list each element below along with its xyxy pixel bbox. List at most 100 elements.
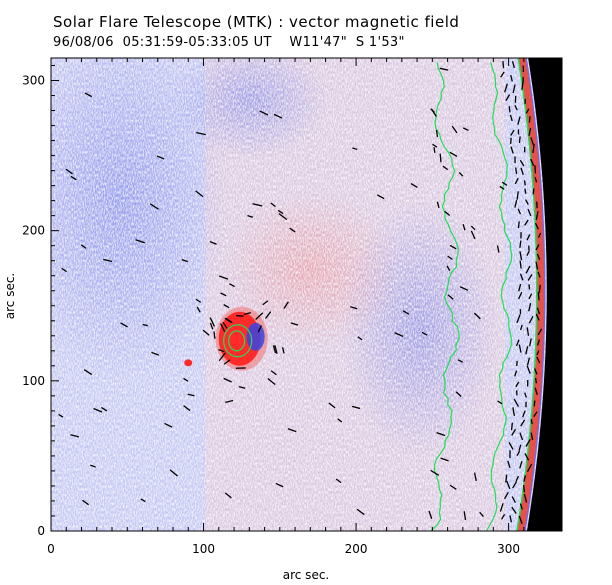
field-vector: [538, 284, 541, 293]
field-vector: [534, 176, 538, 183]
field-vector: [527, 274, 533, 281]
field-vector: [449, 151, 458, 157]
field-vector: [526, 327, 530, 336]
field-vector: [439, 153, 442, 163]
field-vector: [58, 413, 64, 418]
field-vector: [506, 480, 511, 490]
field-vector: [509, 114, 513, 122]
field-vector: [356, 508, 365, 516]
field-vector: [526, 234, 531, 241]
field-vector: [504, 83, 508, 93]
field-vector: [257, 325, 263, 333]
field-vector: [526, 357, 531, 366]
field-vector: [435, 129, 439, 138]
y-axis-label: arc sec.: [3, 273, 17, 319]
field-vector: [463, 511, 467, 521]
field-vector: [270, 370, 277, 376]
field-vector: [500, 71, 505, 78]
field-vector: [103, 258, 113, 263]
field-vector: [82, 499, 89, 506]
noise-texture: [51, 58, 562, 531]
sunspot-contour-outer: [223, 324, 253, 358]
field-vector: [243, 312, 251, 316]
field-vector: [202, 329, 210, 336]
field-vector: [164, 422, 173, 428]
field-vector: [517, 208, 522, 215]
field-vector: [536, 253, 541, 260]
field-vector: [218, 349, 225, 353]
field-vector: [328, 402, 336, 409]
field-vector: [532, 188, 535, 195]
field-vector: [357, 336, 363, 341]
field-vector: [457, 359, 463, 363]
field-vector: [510, 74, 513, 82]
field-vector: [511, 61, 515, 69]
field-vector: [462, 127, 469, 131]
field-vector: [508, 442, 514, 450]
field-vector: [275, 482, 284, 488]
chart-subtitle: 96/08/06 05:31:59-05:33:05 UT W11'47" S …: [53, 35, 405, 50]
field-vector: [519, 273, 524, 281]
field-vector: [497, 400, 503, 405]
field-vector: [533, 400, 536, 407]
field-vector: [524, 392, 527, 398]
field-vector: [535, 244, 540, 251]
field-vector: [135, 239, 146, 244]
field-vector: [511, 506, 517, 514]
x-tick-label: 300: [497, 542, 520, 556]
field-vector: [520, 419, 526, 427]
field-vector: [514, 200, 518, 208]
field-vector: [496, 245, 500, 253]
field-vector: [510, 422, 514, 431]
field-vector: [517, 116, 521, 125]
field-vector: [537, 271, 541, 278]
field-vector: [255, 312, 264, 320]
field-vector: [520, 167, 524, 175]
field-vector: [430, 108, 435, 113]
field-vector: [224, 492, 232, 499]
field-vector: [278, 213, 288, 220]
field-vector: [524, 188, 527, 194]
field-vector: [272, 345, 277, 354]
field-vector: [528, 127, 532, 136]
field-vector: [213, 331, 216, 339]
field-vector: [451, 125, 458, 134]
field-vector: [220, 323, 226, 332]
sunspot-contour-inner: [228, 330, 246, 352]
field-vector: [283, 301, 289, 309]
field-vector: [209, 322, 214, 330]
field-vector: [535, 211, 539, 220]
field-vector: [140, 498, 146, 503]
field-vector: [535, 261, 539, 270]
field-vector: [209, 317, 216, 327]
field-vector: [535, 313, 540, 321]
field-vector: [376, 194, 385, 200]
field-vector: [526, 365, 531, 374]
field-vector: [223, 359, 231, 365]
field-vector: [462, 223, 466, 231]
field-vector: [225, 399, 234, 403]
field-vector: [515, 167, 518, 175]
x-axis-label: arc sec.: [283, 568, 329, 582]
field-vector: [533, 411, 538, 418]
field-vector: [265, 311, 272, 319]
small-positive-spot: [184, 359, 193, 367]
field-vector: [532, 143, 535, 153]
x-tick-label: 0: [47, 542, 55, 556]
field-vector: [510, 146, 514, 154]
field-vector: [525, 265, 531, 274]
field-vector: [536, 350, 540, 356]
field-vector: [459, 286, 469, 291]
field-vector: [169, 469, 178, 477]
disk-contour-inner: [430, 62, 460, 531]
field-vector: [447, 294, 454, 300]
field-vector: [530, 137, 534, 145]
off-disk-region: [526, 58, 562, 531]
field-vector: [259, 110, 269, 116]
sunspot-umbra: [218, 311, 261, 366]
axis-ticks: 0 100 200 300 0 100 200 300: [22, 58, 562, 556]
field-vector: [402, 310, 410, 315]
field-vector: [534, 222, 539, 230]
field-vector: [350, 306, 358, 310]
field-vector: [446, 265, 451, 272]
